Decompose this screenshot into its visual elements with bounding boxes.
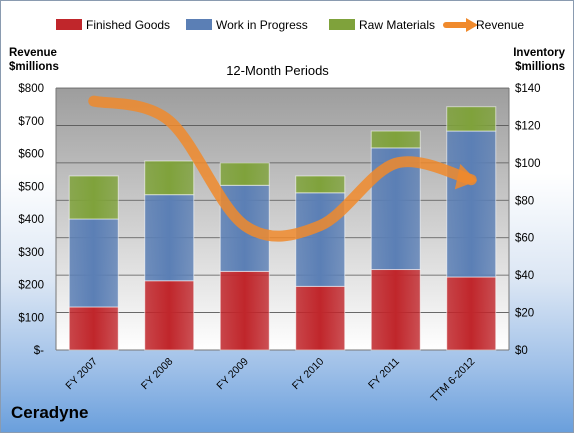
- bar-finished-goods: [295, 285, 346, 351]
- bar-raw-materials: [219, 162, 270, 186]
- right-tick-label: $100: [515, 158, 541, 170]
- legend-arrowhead-revenue: [466, 18, 478, 32]
- right-tick-label: $60: [515, 233, 534, 245]
- left-tick-label: $400: [18, 214, 44, 226]
- legend-label: Raw Materials: [359, 18, 435, 32]
- bar-work-in-progress: [144, 194, 195, 282]
- legend-swatch-finished-goods: [56, 19, 82, 30]
- left-tick-label: $-: [34, 345, 44, 357]
- left-tick-label: $800: [18, 83, 44, 95]
- bar-raw-materials: [295, 175, 346, 194]
- x-tick-label: FY 2010: [290, 356, 327, 393]
- left-tick-label: $700: [18, 116, 44, 128]
- right-tick-label: $20: [515, 308, 534, 320]
- left-axis-title-line1: Revenue: [9, 47, 57, 59]
- bar-finished-goods: [370, 269, 421, 351]
- right-tick-label: $40: [515, 270, 534, 282]
- right-axis-title-line2: $millions: [515, 61, 565, 73]
- left-tick-label: $100: [18, 312, 44, 324]
- bar-raw-materials: [68, 175, 119, 220]
- bar-finished-goods: [68, 306, 119, 351]
- right-axis-title-line1: Inventory: [513, 47, 565, 59]
- plot-area: [56, 88, 509, 350]
- left-tick-label: $600: [18, 149, 44, 161]
- legend-label: Work in Progress: [216, 18, 308, 32]
- right-axis-title: Inventory $millions: [513, 46, 565, 74]
- bar-raw-materials: [446, 106, 497, 132]
- left-tick-label: $500: [18, 181, 44, 193]
- x-tick-label: FY 2007: [63, 356, 100, 393]
- x-tick-label: FY 2009: [214, 356, 251, 393]
- company-name: Ceradyne: [11, 403, 89, 422]
- left-axis-title: Revenue $millions: [9, 46, 59, 74]
- x-tick-label: FY 2011: [366, 356, 402, 392]
- bar-finished-goods: [446, 276, 497, 351]
- bar-raw-materials: [370, 130, 421, 149]
- right-tick-label: $0: [515, 345, 528, 357]
- bar-work-in-progress: [68, 218, 119, 308]
- left-tick-label: $300: [18, 247, 44, 259]
- left-tick-label: $200: [18, 280, 44, 292]
- revenue-arrowhead: [454, 164, 478, 190]
- right-tick-label: $80: [515, 195, 534, 207]
- legend-swatch-work-in-progress: [186, 19, 212, 30]
- bar-raw-materials: [144, 160, 195, 196]
- x-tick-label: TTM 6-2012: [428, 356, 477, 405]
- chart-title: 12-Month Periods: [226, 63, 329, 78]
- left-axis-title-line2: $millions: [9, 61, 59, 73]
- x-tick-label: FY 2008: [139, 356, 176, 393]
- bar-work-in-progress: [446, 130, 497, 278]
- right-tick-label: $120: [515, 120, 541, 132]
- right-tick-label: $140: [515, 83, 541, 95]
- legend-label: Finished Goods: [86, 18, 170, 32]
- bar-finished-goods: [219, 270, 270, 351]
- legend-label: Revenue: [476, 18, 524, 32]
- bar-finished-goods: [144, 280, 195, 351]
- revenue-line: [88, 95, 477, 242]
- legend-swatch-raw-materials: [329, 19, 355, 30]
